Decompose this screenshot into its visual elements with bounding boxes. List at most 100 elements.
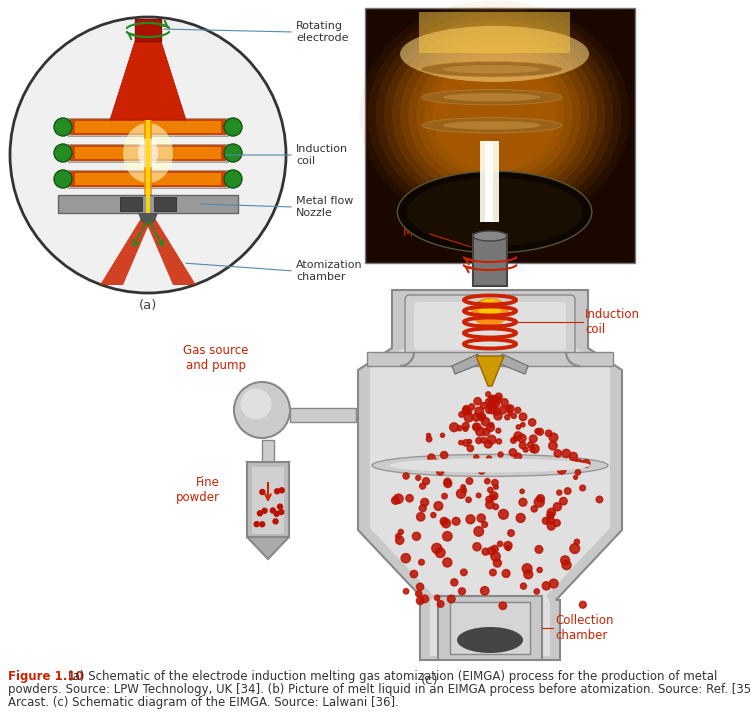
Circle shape bbox=[486, 392, 490, 397]
Circle shape bbox=[441, 452, 448, 459]
Circle shape bbox=[273, 519, 278, 524]
Circle shape bbox=[457, 426, 462, 431]
Circle shape bbox=[519, 498, 527, 506]
Circle shape bbox=[398, 529, 403, 534]
Text: Rotating
electrode: Rotating electrode bbox=[296, 21, 348, 43]
Circle shape bbox=[523, 447, 528, 452]
Text: Collection
chamber: Collection chamber bbox=[555, 614, 614, 642]
Circle shape bbox=[489, 423, 494, 427]
Circle shape bbox=[474, 526, 484, 536]
Circle shape bbox=[490, 569, 496, 576]
Circle shape bbox=[536, 429, 544, 435]
Circle shape bbox=[410, 571, 418, 578]
Ellipse shape bbox=[422, 90, 562, 105]
Circle shape bbox=[542, 518, 549, 524]
Circle shape bbox=[553, 502, 562, 511]
Circle shape bbox=[511, 437, 516, 443]
Circle shape bbox=[509, 449, 517, 456]
Ellipse shape bbox=[424, 51, 565, 179]
Circle shape bbox=[494, 396, 501, 403]
Circle shape bbox=[54, 118, 72, 136]
Circle shape bbox=[415, 591, 422, 597]
Circle shape bbox=[530, 447, 535, 452]
Circle shape bbox=[442, 531, 452, 541]
Circle shape bbox=[494, 412, 502, 420]
Circle shape bbox=[460, 569, 467, 576]
Bar bbox=[473, 234, 507, 286]
Circle shape bbox=[490, 492, 498, 500]
Circle shape bbox=[504, 542, 512, 550]
Ellipse shape bbox=[422, 62, 562, 77]
Ellipse shape bbox=[376, 13, 614, 217]
Text: (b): (b) bbox=[490, 269, 509, 282]
Circle shape bbox=[575, 470, 581, 475]
Circle shape bbox=[520, 489, 524, 494]
Bar bbox=[480, 140, 499, 222]
Circle shape bbox=[501, 399, 508, 406]
Circle shape bbox=[224, 170, 242, 188]
Circle shape bbox=[537, 494, 544, 502]
Bar bbox=[70, 119, 226, 135]
Bar bbox=[262, 440, 274, 462]
Circle shape bbox=[517, 434, 526, 442]
Circle shape bbox=[224, 144, 242, 162]
Circle shape bbox=[482, 548, 489, 555]
Circle shape bbox=[569, 452, 578, 460]
Circle shape bbox=[596, 496, 603, 502]
Circle shape bbox=[464, 413, 473, 422]
Ellipse shape bbox=[457, 627, 523, 653]
Circle shape bbox=[553, 520, 560, 526]
Bar bbox=[419, 12, 570, 53]
Circle shape bbox=[488, 403, 494, 409]
Text: Gas source
and pump: Gas source and pump bbox=[183, 344, 249, 372]
Bar bbox=[247, 462, 289, 537]
Circle shape bbox=[451, 578, 458, 586]
Circle shape bbox=[464, 410, 469, 415]
Circle shape bbox=[461, 485, 466, 489]
Circle shape bbox=[486, 500, 494, 509]
Circle shape bbox=[452, 518, 460, 525]
Circle shape bbox=[478, 468, 485, 474]
Circle shape bbox=[54, 170, 72, 188]
Text: (a) Schematic of the electrode induction melting gas atomization (EIMGA) process: (a) Schematic of the electrode induction… bbox=[68, 670, 717, 683]
Circle shape bbox=[10, 17, 286, 293]
Circle shape bbox=[466, 515, 475, 523]
Circle shape bbox=[433, 459, 439, 464]
Circle shape bbox=[486, 496, 493, 503]
Circle shape bbox=[54, 144, 72, 162]
Circle shape bbox=[481, 418, 490, 426]
Text: Metal flow
Nozzle: Metal flow Nozzle bbox=[296, 196, 354, 218]
Circle shape bbox=[463, 423, 469, 429]
Circle shape bbox=[278, 504, 282, 509]
Ellipse shape bbox=[422, 117, 562, 133]
Circle shape bbox=[519, 413, 526, 421]
Circle shape bbox=[502, 570, 510, 577]
Circle shape bbox=[275, 489, 279, 494]
Bar bbox=[70, 145, 226, 161]
Circle shape bbox=[487, 435, 496, 445]
Ellipse shape bbox=[368, 7, 622, 224]
Circle shape bbox=[434, 595, 440, 600]
Circle shape bbox=[560, 467, 564, 471]
Circle shape bbox=[475, 437, 481, 444]
FancyBboxPatch shape bbox=[450, 602, 530, 654]
Circle shape bbox=[495, 393, 502, 400]
Circle shape bbox=[487, 547, 496, 555]
Circle shape bbox=[434, 502, 443, 510]
Circle shape bbox=[258, 511, 262, 515]
Circle shape bbox=[448, 595, 455, 603]
Circle shape bbox=[491, 397, 497, 404]
Circle shape bbox=[240, 389, 271, 419]
Text: Atomization
chamber: Atomization chamber bbox=[296, 260, 363, 282]
Text: Melt: Melt bbox=[403, 225, 428, 238]
Circle shape bbox=[508, 530, 514, 536]
Circle shape bbox=[537, 568, 542, 573]
Circle shape bbox=[442, 519, 451, 528]
FancyBboxPatch shape bbox=[438, 596, 542, 660]
Circle shape bbox=[575, 539, 580, 544]
Circle shape bbox=[522, 564, 532, 573]
Circle shape bbox=[476, 493, 481, 498]
Circle shape bbox=[487, 424, 494, 432]
Circle shape bbox=[517, 463, 524, 469]
Circle shape bbox=[474, 397, 481, 405]
